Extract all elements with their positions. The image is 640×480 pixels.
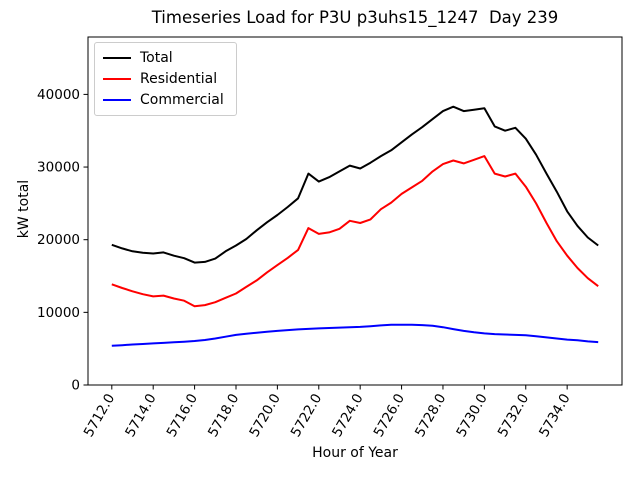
x-tick-label: 5732.0 <box>495 391 532 440</box>
legend-item-total: Total <box>103 47 228 68</box>
x-tick-label: 5714.0 <box>122 391 159 440</box>
legend-box: Total Residential Commercial <box>94 42 237 116</box>
series-line-total <box>111 105 599 264</box>
y-tick-label: 10000 <box>37 305 80 321</box>
y-axis-label: kW total <box>16 179 32 239</box>
x-tick-label: 5724.0 <box>329 391 366 440</box>
y-tick-label: 20000 <box>37 232 80 248</box>
x-tick-label: 5722.0 <box>288 391 325 440</box>
x-tick-label: 5716.0 <box>164 391 201 440</box>
chart-title: Timeseries Load for P3U p3uhs15_1247 Day… <box>151 8 559 27</box>
series-line-residential <box>111 155 599 308</box>
legend-line-swatch-commercial <box>103 99 131 102</box>
y-tick-label: 40000 <box>37 87 80 103</box>
x-tick-label: 5718.0 <box>205 391 242 440</box>
legend-label-total: Total <box>140 49 173 66</box>
x-tick-label: 5712.0 <box>81 391 118 440</box>
legend-item-residential: Residential <box>103 68 228 89</box>
x-axis-label: Hour of Year <box>312 445 398 461</box>
legend-label-residential: Residential <box>140 70 218 87</box>
legend-line-swatch-residential <box>103 77 131 80</box>
legend-item-commercial: Commercial <box>103 90 228 111</box>
y-tick-label: 30000 <box>37 160 80 176</box>
axes-box <box>87 36 623 386</box>
legend-label-commercial: Commercial <box>140 92 224 109</box>
x-tick-label: 5726.0 <box>371 391 408 440</box>
x-tick-label: 5728.0 <box>412 391 449 440</box>
series-line-commercial <box>111 323 599 347</box>
y-tick-label: 0 <box>71 378 80 394</box>
x-tick-label: 5720.0 <box>246 391 283 440</box>
legend-line-swatch-total <box>103 56 131 59</box>
x-tick-label: 5734.0 <box>536 391 573 440</box>
x-tick-label: 5730.0 <box>453 391 490 440</box>
